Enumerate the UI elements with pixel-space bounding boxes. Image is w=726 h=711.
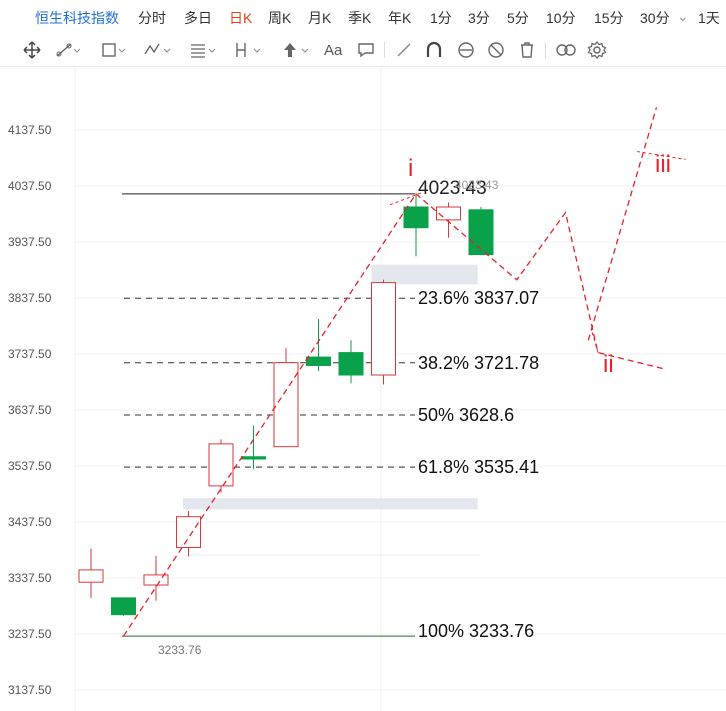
candles [78,194,494,616]
candlestick-chart[interactable]: 4137.50 4037.50 3937.50 3837.50 3737.50 3637.… [0,66,726,711]
candle-down [403,194,429,257]
y-tick-label: 4137.50 [8,123,52,137]
candle-up [208,439,234,493]
y-axis: 4137.50 4037.50 3937.50 3837.50 3737.50 3637.… [8,123,52,697]
measure-tool-icon[interactable] [233,39,261,61]
tab-multi-day[interactable]: 多日 [184,10,212,26]
period-tab-bar: 恒生科技指数 分时 多日 日K 周K 月K 季K 年K 1分 3分 5分 10分… [0,0,726,35]
candle-up [78,548,104,598]
y-tick-label: 3337.50 [8,571,52,585]
candle-up [143,555,169,601]
low-price-label: 3233.76 [158,643,202,657]
candle-body [371,282,396,376]
candle-down [111,597,136,616]
tab-3min[interactable]: 3分 [468,10,490,26]
candle-down [468,207,494,256]
candle-body [273,362,299,448]
candle-body [208,443,234,487]
candle-down [338,340,364,384]
fib-level-label: 38.2% 3721.78 [418,353,539,373]
pen-icon[interactable] [394,39,414,61]
candle-body [306,356,331,366]
wave-label-ii: ii [603,351,614,378]
candle-body [176,516,201,548]
wave-iii-path [587,107,658,341]
y-tick-label: 3937.50 [8,235,52,249]
grid [74,66,726,711]
settings-icon[interactable] [587,39,607,61]
y-tick-label: 3437.50 [8,515,52,529]
index-name-tab[interactable]: 恒生科技指数 [35,10,119,26]
y-tick-label: 3137.50 [8,683,52,697]
y-tick-label: 3837.50 [8,291,52,305]
tab-1min[interactable]: 1分 [430,10,452,26]
fib-high-small-label: 4023.43 [455,178,499,192]
tab-monthly-k[interactable]: 月K [308,10,332,26]
highlight-zone [371,264,478,285]
magnet-icon[interactable] [424,39,444,61]
tab-intraday[interactable]: 分时 [138,10,166,26]
candle-body [143,574,169,586]
text-tool-icon[interactable]: Aa [324,41,343,59]
tab-yearly-k[interactable]: 年K [388,10,412,26]
fib-low-label: 100% 3233.76 [418,621,534,641]
fib-level-label: 61.8% 3535.41 [418,457,539,477]
wave-tool-icon[interactable] [143,39,171,61]
tab-quarterly-k[interactable]: 季K [348,10,372,26]
tab-5min[interactable]: 5分 [507,10,529,26]
tab-1day[interactable]: 1天 [698,10,720,26]
y-tick-label: 3737.50 [8,347,52,361]
candle-body [436,206,461,221]
wave-path [122,192,667,637]
toolbar-divider [384,42,385,58]
arrow-up-icon[interactable] [280,39,310,61]
link-icon[interactable] [554,39,578,61]
tab-10min[interactable]: 10分 [546,10,576,26]
candle-down [306,319,331,372]
fib-level-label: 50% 3628.6 [418,405,514,425]
candle-body [338,352,364,376]
tab-15min[interactable]: 15分 [594,10,624,26]
fib-high-label: 4023.43 [418,178,487,199]
highlight-zones [183,264,478,510]
delete-icon[interactable] [517,39,537,61]
sync-icon[interactable] [455,39,477,61]
candle-body [468,209,494,256]
toolbar-divider [545,42,546,58]
candle-body [403,206,429,229]
highlight-zone [183,498,478,510]
candle-down [241,425,266,470]
chevron-down-icon[interactable]: ⌄ [677,8,689,24]
rectangle-tool-icon[interactable] [100,39,126,61]
hide-icon[interactable] [486,39,506,61]
tab-30min[interactable]: 30分 [640,10,670,26]
candle-body [78,569,104,583]
wave-iii-marker [636,151,686,160]
wave-ii-marker [591,330,599,353]
tab-weekly-k[interactable]: 周K [268,10,292,26]
y-tick-label: 3637.50 [8,403,52,417]
y-tick-label: 3237.50 [8,627,52,641]
y-tick-label: 4037.50 [8,179,52,193]
drawing-toolbar: Aa [0,34,726,67]
wave-label-iii: iii [655,151,671,178]
candle-up [273,348,299,448]
candle-up [176,511,201,557]
candle-body [111,597,136,616]
candle-body [241,456,266,460]
line-tool-icon[interactable] [55,39,81,61]
tab-daily-k[interactable]: 日K [229,10,253,26]
fibonacci-tool-icon[interactable] [188,39,216,61]
move-icon[interactable] [22,39,42,61]
candle-up [436,202,461,238]
wave-label-i: i [408,155,413,182]
fib-level-label: 23.6% 3837.07 [418,288,539,308]
comment-icon[interactable] [356,39,376,61]
y-tick-label: 3537.50 [8,459,52,473]
candle-up [371,279,396,385]
